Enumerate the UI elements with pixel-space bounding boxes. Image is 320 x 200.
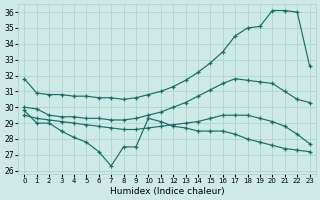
X-axis label: Humidex (Indice chaleur): Humidex (Indice chaleur) — [110, 187, 224, 196]
